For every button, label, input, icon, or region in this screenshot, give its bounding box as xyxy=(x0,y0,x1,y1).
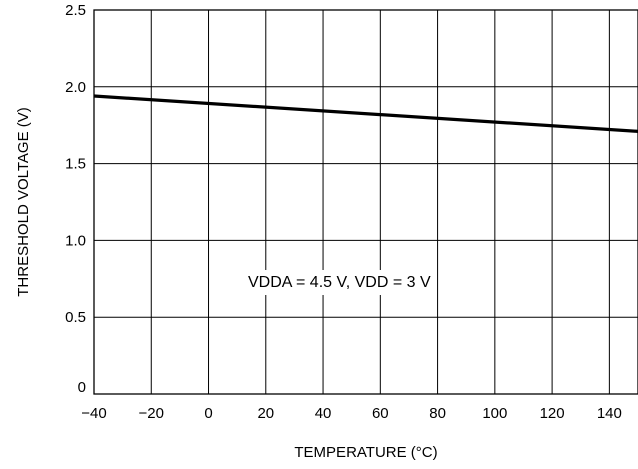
x-tick-label: −20 xyxy=(139,405,164,422)
series-line-0 xyxy=(93,94,638,133)
x-tick-label: 40 xyxy=(315,405,332,422)
plot-frame xyxy=(93,9,638,395)
grid-lines xyxy=(94,10,638,394)
y-tick-label: 2.5 xyxy=(65,2,86,19)
y-tick-label: 0 xyxy=(78,379,86,396)
x-tick-label: 0 xyxy=(204,405,212,422)
x-tick-label: 120 xyxy=(540,405,565,422)
x-axis-title: TEMPERATURE (°C) xyxy=(294,444,437,461)
x-tick-label: 140 xyxy=(597,405,622,422)
annotation-background xyxy=(242,270,437,295)
y-tick-label: 0.5 xyxy=(65,309,86,326)
x-tick-label: 80 xyxy=(429,405,446,422)
y-tick-label: 2.0 xyxy=(65,79,86,96)
x-tick-labels: −40 −20 0 20 40 60 80 100 120 140 xyxy=(81,405,622,422)
x-tick-label: 20 xyxy=(257,405,274,422)
chart-annotation: VDDA = 4.5 V, VDD = 3 V xyxy=(248,274,431,291)
x-tick-label: −40 xyxy=(81,405,106,422)
x-tick-label: 100 xyxy=(482,405,507,422)
x-tick-label: 60 xyxy=(372,405,389,422)
series-layer xyxy=(93,94,638,133)
y-tick-label: 1.0 xyxy=(65,232,86,249)
y-axis-title: THRESHOLD VOLTAGE (V) xyxy=(15,107,32,296)
y-tick-labels: 0 0.5 1.0 1.5 2.0 2.5 xyxy=(65,2,86,396)
y-tick-label: 1.5 xyxy=(65,156,86,173)
